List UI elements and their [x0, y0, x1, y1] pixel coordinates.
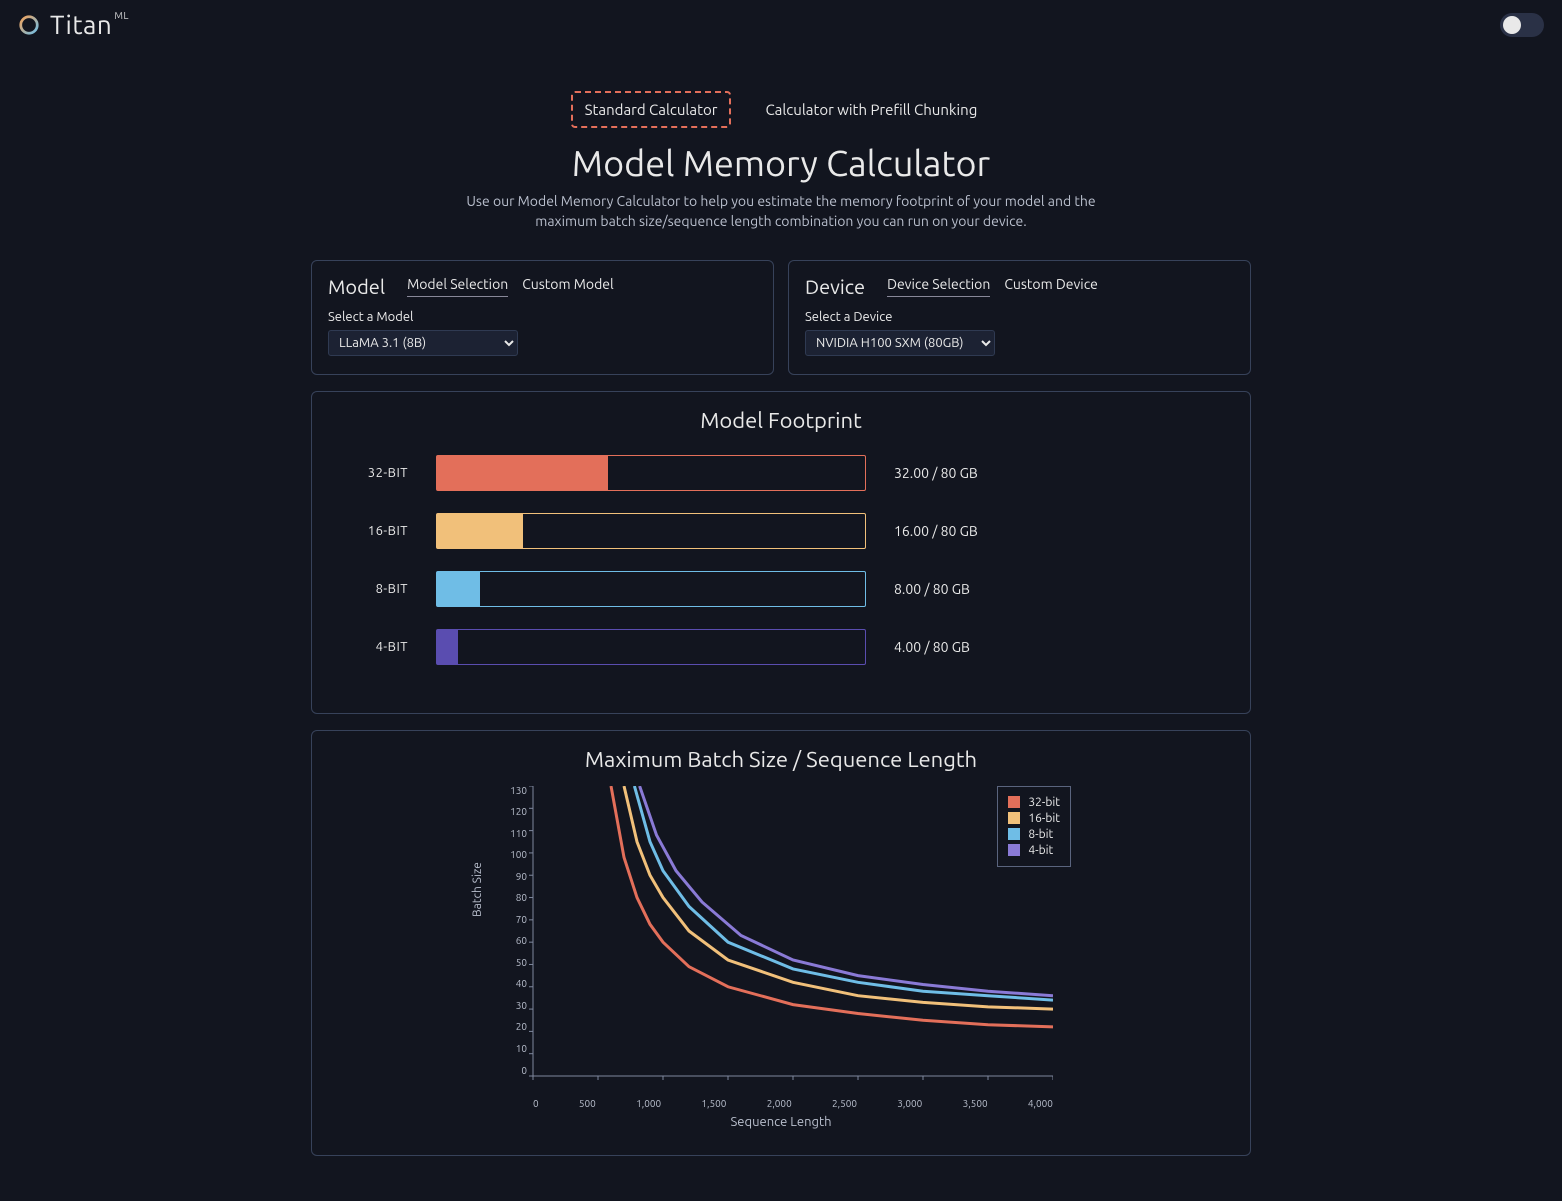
footprint-row-32-bit: 32-BIT 32.00 / 80 GB [338, 455, 1224, 491]
footprint-row-value: 4.00 / 80 GB [894, 639, 1004, 655]
footprint-title: Model Footprint [338, 408, 1224, 433]
model-panel: Model Model Selection Custom Model Selec… [311, 260, 774, 375]
chart-legend: 32-bit 16-bit 8-bit 4-bit [997, 786, 1071, 867]
footprint-bar-fill [437, 514, 523, 548]
footprint-row-4-bit: 4-BIT 4.00 / 80 GB [338, 629, 1224, 665]
footprint-bar-track [436, 629, 866, 665]
page-subtitle: Use our Model Memory Calculator to help … [461, 191, 1101, 232]
brand[interactable]: TitanML [18, 10, 129, 39]
footprint-row-16-bit: 16-BIT 16.00 / 80 GB [338, 513, 1224, 549]
calculator-tabs: Standard Calculator Calculator with Prefi… [311, 91, 1251, 128]
tab-custom-model[interactable]: Custom Model [522, 276, 613, 297]
footprint-bar-track [436, 455, 866, 491]
footprint-row-label: 4-BIT [338, 640, 408, 654]
device-select-label: Select a Device [805, 310, 1234, 324]
footprint-bar-fill [437, 572, 480, 606]
tab-custom-device[interactable]: Custom Device [1004, 276, 1098, 297]
line-chart [491, 786, 1053, 1096]
footprint-bar-track [436, 571, 866, 607]
footprint-row-8-bit: 8-BIT 8.00 / 80 GB [338, 571, 1224, 607]
footprint-row-label: 16-BIT [338, 524, 408, 538]
legend-item: 4-bit [1008, 844, 1060, 857]
model-panel-title: Model [328, 275, 385, 298]
device-select[interactable]: NVIDIA H100 SXM (80GB) [805, 330, 995, 356]
legend-swatch-icon [1008, 828, 1020, 840]
legend-label: 8-bit [1028, 828, 1053, 841]
footprint-row-label: 32-BIT [338, 466, 408, 480]
chart-panel: Maximum Batch Size / Sequence Length Bat… [311, 730, 1251, 1156]
footprint-row-value: 8.00 / 80 GB [894, 581, 1004, 597]
footprint-row-value: 32.00 / 80 GB [894, 465, 1004, 481]
legend-label: 32-bit [1028, 796, 1060, 809]
chart-title: Maximum Batch Size / Sequence Length [338, 747, 1224, 772]
tab-device-selection[interactable]: Device Selection [887, 276, 990, 297]
calculator-tab-1[interactable]: Calculator with Prefill Chunking [751, 91, 991, 128]
calculator-tab-0[interactable]: Standard Calculator [571, 91, 732, 128]
footprint-row-value: 16.00 / 80 GB [894, 523, 1004, 539]
legend-swatch-icon [1008, 812, 1020, 824]
legend-item: 8-bit [1008, 828, 1060, 841]
y-axis-label: Batch Size [471, 862, 484, 917]
tab-model-selection[interactable]: Model Selection [407, 276, 508, 297]
theme-toggle[interactable]: ◐ [1500, 13, 1544, 37]
footprint-row-label: 8-BIT [338, 582, 408, 596]
device-panel: Device Device Selection Custom Device Se… [788, 260, 1251, 375]
model-select-label: Select a Model [328, 310, 757, 324]
moon-icon: ◐ [1506, 17, 1516, 31]
footprint-panel: Model Footprint 32-BIT 32.00 / 80 GB 16-BI… [311, 391, 1251, 714]
device-panel-title: Device [805, 275, 865, 298]
footprint-bar-track [436, 513, 866, 549]
legend-label: 16-bit [1028, 812, 1060, 825]
model-select[interactable]: LLaMA 3.1 (8B) [328, 330, 518, 356]
brand-name: TitanML [50, 10, 129, 39]
footprint-bar-fill [437, 456, 608, 490]
brand-logo-icon [18, 14, 40, 36]
y-ticks: 1301201101009080706050403020100 [491, 786, 531, 1076]
legend-swatch-icon [1008, 844, 1020, 856]
legend-item: 32-bit [1008, 796, 1060, 809]
x-axis-label: Sequence Length [491, 1115, 1071, 1129]
legend-swatch-icon [1008, 796, 1020, 808]
x-ticks: 05001,0001,5002,0002,5003,0003,5004,000 [491, 1096, 1053, 1109]
legend-label: 4-bit [1028, 844, 1053, 857]
page-title: Model Memory Calculator [311, 142, 1251, 183]
legend-item: 16-bit [1008, 812, 1060, 825]
footprint-bar-fill [437, 630, 458, 664]
